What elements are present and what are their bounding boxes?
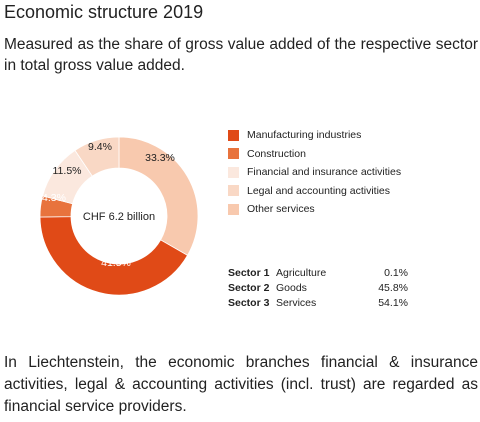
chart-title: Economic structure 2019 [4, 2, 204, 22]
donut-slice-other-services [118, 136, 199, 256]
chart-legend: Manufacturing industries Construction Fi… [228, 126, 401, 219]
legend-swatch [228, 166, 239, 178]
footnote: In Liechtenstein, the economic branches … [4, 354, 478, 415]
sector-value: 54.1% [378, 296, 408, 309]
slice-data-label: 33.3% [145, 152, 175, 164]
sector-row: Sector 1 Agriculture 0.1% [228, 265, 408, 280]
sector-name: Goods [276, 281, 307, 294]
sector-key: Sector 1 [228, 266, 270, 279]
legend-swatch [228, 185, 239, 197]
legend-label: Other services [247, 203, 315, 216]
legend-item-other: Other services [228, 200, 401, 219]
sector-summary: Sector 1 Agriculture 0.1% Sector 2 Goods… [228, 265, 408, 310]
legend-label: Financial and insurance activities [247, 166, 402, 179]
sector-key: Sector 3 [228, 296, 270, 309]
slice-data-label: 41.5% [101, 257, 131, 269]
legend-swatch [228, 203, 239, 215]
sector-name: Services [276, 296, 317, 309]
legend-item-legal: Legal and accounting activities [228, 182, 401, 201]
sector-value: 45.8% [378, 281, 408, 294]
legend-swatch [228, 129, 239, 141]
sector-value: 0.1% [384, 266, 408, 279]
sector-row: Sector 3 Services 54.1% [228, 295, 408, 310]
sector-name: Agriculture [276, 266, 327, 279]
legend-item-financial: Financial and insurance activities [228, 163, 401, 182]
legend-label: Legal and accounting activities [247, 184, 391, 197]
donut-center-label: CHF 6.2 billion [83, 211, 155, 223]
donut-slice-legal-and-accounting-activities [74, 136, 120, 177]
slice-data-label: 4.3% [42, 192, 66, 204]
slice-data-label: 11.5% [53, 165, 82, 177]
sector-key: Sector 2 [228, 281, 270, 294]
donut-slice-manufacturing-industries [39, 216, 189, 296]
legend-swatch [228, 148, 239, 160]
legend-label: Manufacturing industries [247, 129, 362, 142]
chart-subtitle: Measured as the share of gross value add… [4, 36, 478, 74]
legend-label: Construction [247, 147, 306, 160]
legend-item-construction: Construction [228, 145, 401, 164]
legend-item-manufacturing: Manufacturing industries [228, 126, 401, 145]
sector-row: Sector 2 Goods 45.8% [228, 280, 408, 295]
slice-data-label: 9.4% [88, 141, 112, 153]
